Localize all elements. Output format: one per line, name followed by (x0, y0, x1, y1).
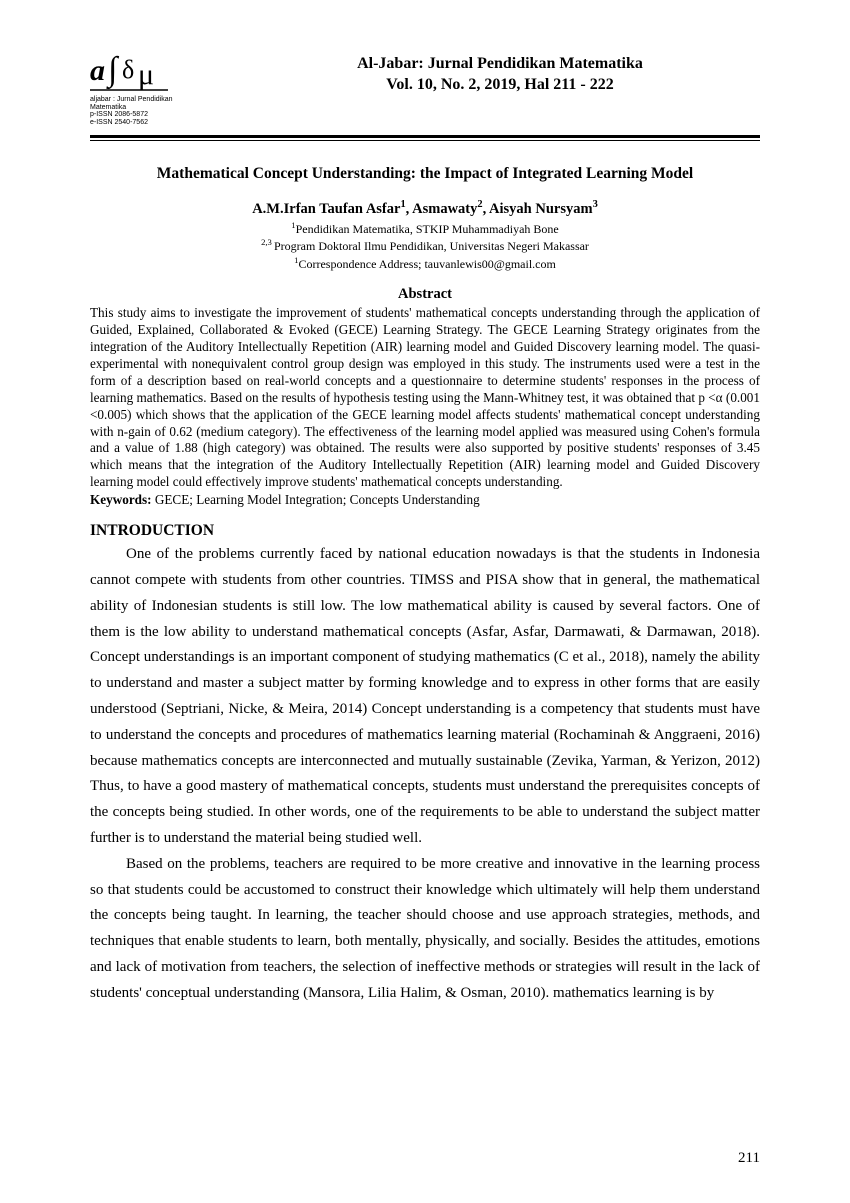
keywords-label: Keywords: (90, 492, 152, 507)
abstract-body: This study aims to investigate the impro… (90, 305, 760, 491)
section-heading-introduction: INTRODUCTION (90, 522, 760, 540)
page-header: a ∫ δ μ aljabar : Jurnal Pendidikan Mate… (90, 48, 760, 127)
intro-paragraph-2: Based on the problems, teachers are requ… (90, 852, 760, 1007)
introduction-body: One of the problems currently faced by n… (90, 542, 760, 1006)
svg-text:a: a (90, 54, 105, 87)
affiliation-1: 1Pendidikan Matematika, STKIP Muhammadiy… (90, 220, 760, 238)
journal-info: Al-Jabar: Jurnal Pendidikan Matematika V… (180, 48, 760, 96)
svg-text:∫: ∫ (106, 51, 120, 90)
logo-sub-line: aljabar : Jurnal Pendidikan Matematika (90, 96, 180, 111)
journal-volume: Vol. 10, No. 2, 2019, Hal 211 - 222 (240, 75, 760, 96)
logo-sub-line: e-ISSN 2540-7562 (90, 119, 180, 127)
page-number: 211 (738, 1150, 760, 1167)
svg-text:δ: δ (122, 55, 134, 84)
journal-title: Al-Jabar: Jurnal Pendidikan Matematika (240, 54, 760, 75)
authors: A.M.Irfan Taufan Asfar1, Asmawaty2, Aisy… (90, 199, 760, 218)
journal-logo: a ∫ δ μ aljabar : Jurnal Pendidikan Mate… (90, 48, 180, 127)
svg-text:μ: μ (138, 58, 154, 91)
correspondence: 1Correspondence Address; tauvanlewis00@g… (90, 255, 760, 273)
article-title: Mathematical Concept Understanding: the … (90, 165, 760, 183)
logo-sub-line: p-ISSN 2086-5872 (90, 111, 180, 119)
keywords-value: GECE; Learning Model Integration; Concep… (152, 492, 480, 507)
intro-paragraph-1: One of the problems currently faced by n… (90, 542, 760, 852)
header-rule-thin (90, 140, 760, 141)
header-rule-thick (90, 135, 760, 138)
affiliation-2: 2,3 Program Doktoral Ilmu Pendidikan, Un… (90, 237, 760, 255)
logo-subtext: aljabar : Jurnal Pendidikan Matematika p… (90, 96, 180, 127)
abstract-heading: Abstract (90, 286, 760, 303)
keywords: Keywords: GECE; Learning Model Integrati… (90, 492, 760, 508)
